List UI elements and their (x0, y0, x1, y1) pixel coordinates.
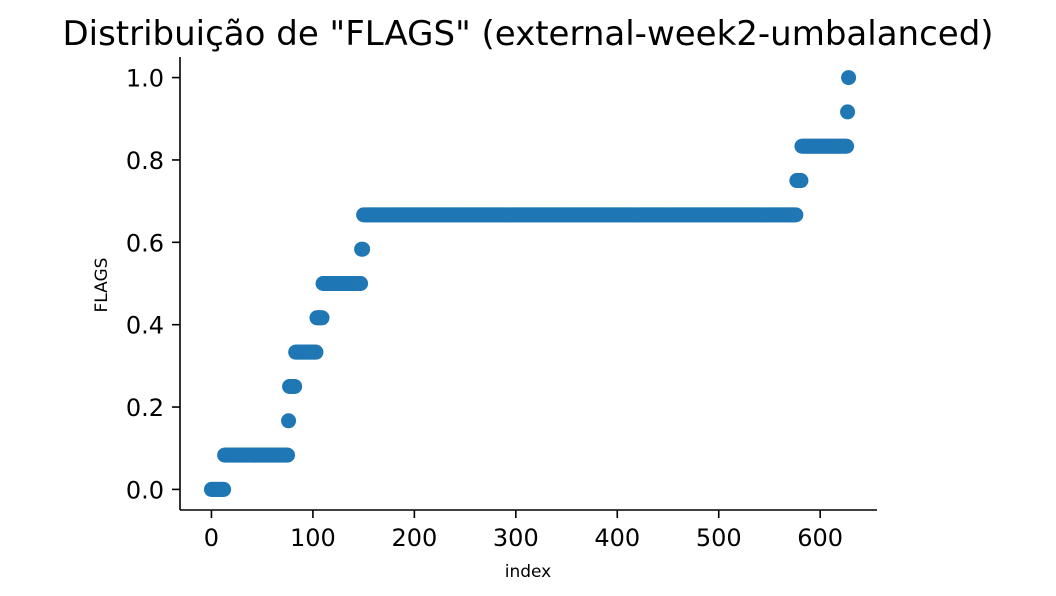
y-tick-label-3: 0.6 (126, 229, 164, 257)
y-axis-label: FLAGS (92, 258, 112, 313)
data-point-75 (280, 447, 296, 463)
data-point-627 (840, 104, 856, 120)
chart-title: Distribuição de "FLAGS" (external-week2-… (62, 14, 993, 54)
y-tick-label-1: 0.2 (126, 394, 164, 422)
x-ticks-layer: 0 100 200 300 400 500 600 (204, 510, 843, 552)
data-point-76 (281, 413, 297, 429)
x-tick-label-0: 0 (204, 524, 219, 552)
data-point-109 (314, 310, 330, 326)
data-point-628 (841, 70, 857, 86)
x-tick-label-6: 600 (797, 524, 843, 552)
x-tick-label-1: 100 (290, 524, 336, 552)
data-point-12 (216, 481, 232, 497)
data-point-581 (793, 173, 809, 189)
x-tick-label-4: 400 (594, 524, 640, 552)
x-tick-label-2: 200 (391, 524, 437, 552)
data-point-103 (308, 344, 324, 360)
data-point-82 (287, 378, 303, 394)
y-tick-label-4: 0.8 (126, 147, 164, 175)
data-point-149 (355, 241, 371, 257)
y-ticks-layer: 0.0 0.2 0.4 0.6 0.8 1.0 (126, 65, 180, 504)
x-tick-label-5: 500 (696, 524, 742, 552)
data-point-576 (788, 207, 804, 223)
y-tick-label-2: 0.4 (126, 312, 164, 340)
y-tick-label-5: 1.0 (126, 65, 164, 93)
y-tick-label-0: 0.0 (126, 476, 164, 504)
x-tick-label-3: 300 (493, 524, 539, 552)
x-axis-label: index (505, 562, 552, 582)
data-point-147 (353, 276, 369, 291)
data-point-626 (839, 138, 855, 154)
data-points-layer (203, 70, 857, 497)
